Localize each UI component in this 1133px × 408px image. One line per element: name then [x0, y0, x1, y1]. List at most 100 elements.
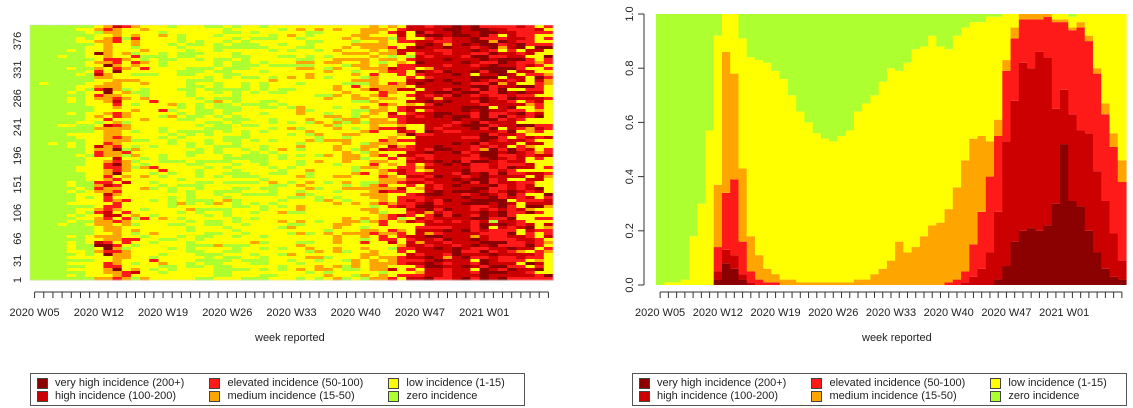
heatmap-cell	[387, 55, 398, 59]
heatmap-cell	[332, 148, 343, 152]
heatmap-cell	[497, 40, 508, 44]
heatmap-cell	[66, 118, 77, 122]
heatmap-cell	[140, 271, 150, 275]
heatmap-cell	[488, 121, 499, 125]
heatmap-cell	[488, 160, 499, 164]
heatmap-cell	[534, 103, 545, 107]
heatmap-cell	[314, 223, 325, 227]
heatmap-cell	[94, 277, 104, 281]
heatmap-cell	[497, 106, 508, 110]
heatmap-cell	[479, 31, 490, 35]
heatmap-cell	[259, 31, 270, 35]
heatmap-cell	[85, 268, 95, 272]
heatmap-cell	[48, 253, 59, 257]
heatmap-cell	[259, 121, 270, 125]
heatmap-cell	[378, 268, 389, 272]
heatmap-cell	[167, 115, 178, 119]
heatmap-cell	[112, 265, 123, 269]
y-tick-label: 1	[12, 277, 24, 283]
heatmap-cell	[277, 202, 288, 206]
heatmap-cell	[323, 241, 334, 245]
heatmap-cell	[369, 232, 380, 236]
heatmap-cell	[121, 154, 132, 158]
heatmap-cell	[66, 70, 77, 74]
heatmap-cell	[103, 253, 114, 257]
heatmap-cell	[433, 118, 444, 122]
y-tick-label: 66	[12, 232, 24, 244]
heatmap-cell	[516, 124, 526, 128]
heatmap-cell	[149, 43, 159, 47]
heatmap-cell	[57, 187, 68, 191]
heatmap-cell	[433, 253, 444, 257]
heatmap-cell	[332, 37, 343, 41]
area-segment	[697, 203, 707, 285]
heatmap-cell	[305, 79, 315, 83]
heatmap-cell	[176, 34, 187, 38]
heatmap-cell	[397, 64, 407, 68]
heatmap-cell	[296, 127, 306, 131]
heatmap-cell	[241, 133, 251, 137]
heatmap-cell	[103, 43, 114, 47]
heatmap-cell	[231, 247, 242, 251]
heatmap-cell	[204, 214, 215, 218]
heatmap-cell	[497, 37, 508, 41]
heatmap-cell	[112, 31, 123, 35]
heatmap-cell	[259, 181, 270, 185]
heatmap-cell	[103, 250, 114, 254]
heatmap-cell	[112, 166, 123, 170]
heatmap-cell	[360, 232, 370, 236]
heatmap-cell	[66, 268, 77, 272]
heatmap-cell	[332, 211, 343, 215]
heatmap-cell	[351, 166, 361, 170]
heatmap-cell	[222, 199, 233, 203]
heatmap-cell	[259, 52, 270, 56]
heatmap-cell	[176, 214, 187, 218]
heatmap-cell	[387, 94, 398, 98]
heatmap-cell	[149, 79, 159, 83]
heatmap-cell	[461, 115, 471, 119]
heatmap-cell	[378, 223, 389, 227]
heatmap-cell	[488, 91, 499, 95]
heatmap-cell	[277, 91, 288, 95]
heatmap-cell	[332, 208, 343, 212]
heatmap-cell	[158, 100, 169, 104]
heatmap-cell	[433, 145, 444, 149]
heatmap-cell	[497, 190, 508, 194]
heatmap-cell	[360, 148, 370, 152]
heatmap-cell	[48, 76, 59, 80]
heatmap-cell	[534, 91, 545, 95]
heatmap-cell	[415, 184, 426, 188]
heatmap-cell	[406, 40, 416, 44]
heatmap-cell	[103, 184, 114, 188]
heatmap-cell	[112, 220, 123, 224]
heatmap-cell	[397, 235, 407, 239]
heatmap-cell	[268, 76, 279, 80]
heatmap-cell	[94, 133, 104, 137]
heatmap-cell	[406, 205, 416, 209]
heatmap-cell	[296, 274, 306, 278]
heatmap-cell	[305, 184, 315, 188]
heatmap-cell	[204, 118, 215, 122]
heatmap-cell	[213, 112, 224, 116]
heatmap-cell	[39, 217, 49, 221]
heatmap-cell	[176, 70, 187, 74]
heatmap-cell	[341, 250, 352, 254]
heatmap-cell	[57, 34, 68, 38]
heatmap-cell	[140, 37, 150, 41]
heatmap-cell	[543, 100, 554, 104]
heatmap-cell	[442, 28, 453, 32]
heatmap-cell	[103, 94, 114, 98]
heatmap-cell	[479, 169, 490, 173]
heatmap-cell	[167, 58, 178, 62]
heatmap-cell	[296, 130, 306, 134]
heatmap-cell	[387, 154, 398, 158]
heatmap-cell	[516, 70, 526, 74]
heatmap-cell	[158, 76, 169, 80]
heatmap-cell	[406, 166, 416, 170]
heatmap-cell	[30, 37, 40, 41]
heatmap-cell	[406, 238, 416, 242]
heatmap-cell	[222, 43, 233, 47]
heatmap-cell	[277, 46, 288, 50]
heatmap-cell	[516, 184, 526, 188]
heatmap-cell	[121, 136, 132, 140]
